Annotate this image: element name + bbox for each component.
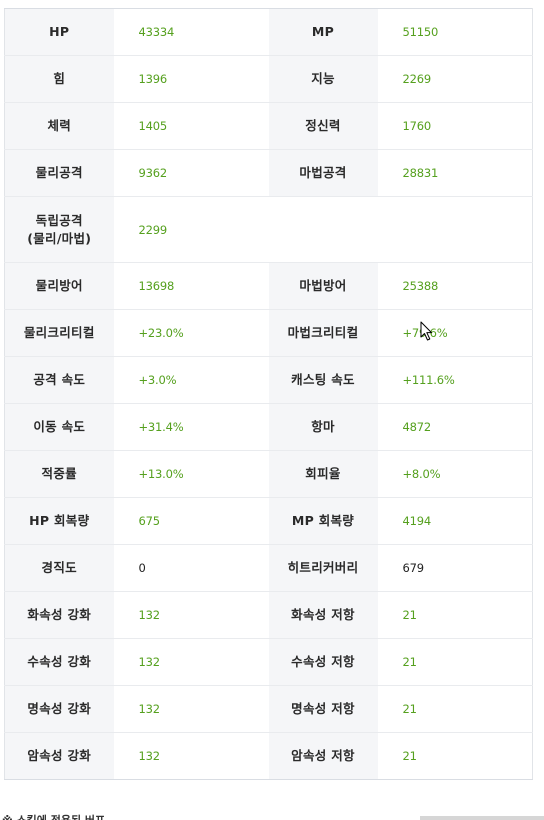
stat-value-dark-enhance: 132 [138, 749, 161, 763]
stat-value-mag-def: 25388 [377, 262, 533, 310]
stat-row-crit: 물리크리티컬 +23.0% 마법크리티컬 +79.6% [4, 309, 533, 357]
stat-label-phys-atk: 물리공격 [4, 149, 114, 197]
empty-cell [377, 196, 533, 263]
stat-label-water-resist: 수속성 저항 [268, 638, 378, 686]
stat-value-hit-rate: +13.0% [113, 450, 269, 498]
stat-label-mag-atk: 마법공격 [268, 149, 378, 197]
stat-row-fire: 화속성 강화 132 화속성 저항 21 [4, 591, 533, 639]
stat-value-cast-speed: +111.6% [377, 356, 533, 404]
stat-label-int: 지능 [268, 55, 378, 103]
stat-value-evade-rate: +8.0% [377, 450, 533, 498]
mouse-pointer-icon [420, 321, 432, 341]
stat-value-int: 2269 [377, 55, 533, 103]
stat-row-speed: 공격 속도 +3.0% 캐스팅 속도 +111.6% [4, 356, 533, 404]
stat-value-mp-regen: 4194 [377, 497, 533, 545]
stat-label-light-resist: 명속성 저항 [268, 685, 378, 733]
stat-label-str: 힘 [4, 55, 114, 103]
stat-label-hp: HP [4, 8, 114, 56]
stat-row-atk: 물리공격 9362 마법공격 28831 [4, 149, 533, 197]
stat-value-mag-atk: 28831 [377, 149, 533, 197]
stats-table: HP 43334 MP 51150 힘 1396 지능 2269 체력 1405… [4, 8, 533, 780]
footer-partial-text: ※ 스킬에 적용된 버프 [2, 812, 105, 820]
stat-value-hit-recovery: 679 [377, 544, 533, 592]
stat-row-hit-evade: 적중률 +13.0% 회피율 +8.0% [4, 450, 533, 498]
stat-value-mag-crit: +79.6% [377, 309, 533, 357]
stat-label-light-enhance: 명속성 강화 [4, 685, 114, 733]
stat-label-mp-regen: MP 회복량 [268, 497, 378, 545]
stat-row-def: 물리방어 13698 마법방어 25388 [4, 262, 533, 310]
horizontal-scrollbar[interactable] [420, 816, 544, 820]
stat-value-vit: 1405 [113, 102, 269, 150]
stat-value-phys-atk: 9362 [113, 149, 269, 197]
stat-value-fire-enhance: 132 [113, 591, 269, 639]
stat-label-fire-enhance: 화속성 강화 [4, 591, 114, 639]
stat-label-atk-speed: 공격 속도 [4, 356, 114, 404]
empty-cell [268, 196, 378, 263]
stat-row-vit-spr: 체력 1405 정신력 1760 [4, 102, 533, 150]
stat-value-mp: 51150 [377, 8, 533, 56]
stat-label-mag-def: 마법방어 [268, 262, 378, 310]
stat-value-hangma: 4872 [377, 403, 533, 451]
stat-value-water-enhance: 132 [113, 638, 269, 686]
stat-value-hp: 43334 [113, 8, 269, 56]
stat-value-indep-atk: 2299 [113, 196, 269, 263]
stat-value-stagger: 0 [113, 544, 269, 592]
stat-label-dark-resist: 암속성 저항 [268, 732, 378, 780]
stat-value-hp-regen: 675 [113, 497, 269, 545]
stat-label-hit-rate: 적중률 [4, 450, 114, 498]
stat-label-water-enhance: 수속성 강화 [4, 638, 114, 686]
stat-value-spr: 1760 [377, 102, 533, 150]
stat-value-atk-speed: +3.0% [113, 356, 269, 404]
stat-value-light-resist: 21 [377, 685, 533, 733]
stat-row-indep-atk: 독립공격 (물리/마법) 2299 [4, 196, 533, 263]
stat-row-light: 명속성 강화 132 명속성 저항 21 [4, 685, 533, 733]
stat-label-fire-resist: 화속성 저항 [268, 591, 378, 639]
footer-strip: ※ 스킬에 적용된 버프 [0, 812, 544, 820]
stat-row-dark: 암속성 강화 132 암속성 저항 21 [4, 732, 533, 780]
stat-row-water: 수속성 강화 132 수속성 저항 21 [4, 638, 533, 686]
stat-value-phys-def: 13698 [113, 262, 269, 310]
stat-label-indep-atk-line2: (물리/마법) [27, 230, 92, 246]
stat-label-hp-regen: HP 회복량 [4, 497, 114, 545]
stat-value-phys-crit: +23.0% [113, 309, 269, 357]
stat-value-fire-resist: 21 [377, 591, 533, 639]
stat-label-hangma: 항마 [268, 403, 378, 451]
stat-label-mag-crit: 마법크리티컬 [268, 309, 378, 357]
stat-label-indep-atk-line1: 독립공격 [35, 212, 83, 228]
stat-label-mp: MP [268, 8, 378, 56]
stat-row-hp-mp: HP 43334 MP 51150 [4, 8, 533, 56]
stat-label-move-speed: 이동 속도 [4, 403, 114, 451]
stat-label-spr: 정신력 [268, 102, 378, 150]
stat-label-cast-speed: 캐스팅 속도 [268, 356, 378, 404]
stat-row-regen: HP 회복량 675 MP 회복량 4194 [4, 497, 533, 545]
stat-label-hit-recovery: 히트리커버리 [268, 544, 378, 592]
stat-value-light-enhance: 132 [113, 685, 269, 733]
stat-label-dark-enhance: 암속성 강화 [4, 732, 114, 780]
stat-label-evade-rate: 회피율 [268, 450, 378, 498]
stat-value-move-speed: +31.4% [113, 403, 269, 451]
stat-label-indep-atk: 독립공격 (물리/마법) [4, 196, 114, 263]
stat-value-dark-resist: 21 [402, 749, 417, 763]
stat-label-phys-crit: 물리크리티컬 [4, 309, 114, 357]
stat-row-str-int: 힘 1396 지능 2269 [4, 55, 533, 103]
stat-value-str: 1396 [113, 55, 269, 103]
stat-value-water-resist: 21 [377, 638, 533, 686]
stat-label-stagger: 경직도 [4, 544, 114, 592]
stat-label-vit: 체력 [4, 102, 114, 150]
stat-row-stagger: 경직도 0 히트리커버리 679 [4, 544, 533, 592]
stat-label-phys-def: 물리방어 [4, 262, 114, 310]
stat-row-move-resist: 이동 속도 +31.4% 항마 4872 [4, 403, 533, 451]
